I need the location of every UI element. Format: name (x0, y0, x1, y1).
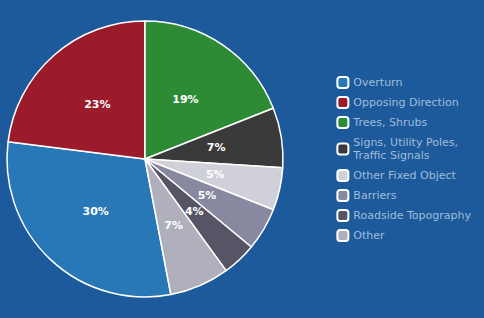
svg-text:23%: 23% (84, 98, 110, 111)
svg-text:Signs, Utility Poles,: Signs, Utility Poles, (353, 136, 458, 149)
svg-text:7%: 7% (207, 141, 226, 154)
svg-text:19%: 19% (172, 93, 198, 106)
svg-text:Other Fixed Object: Other Fixed Object (353, 169, 456, 182)
svg-text:7%: 7% (164, 219, 183, 232)
svg-text:30%: 30% (83, 205, 109, 218)
svg-text:Roadside Topography: Roadside Topography (353, 209, 471, 222)
svg-text:Traffic Signals: Traffic Signals (352, 149, 429, 162)
svg-text:Overturn: Overturn (353, 76, 402, 89)
svg-text:Trees, Shrubs: Trees, Shrubs (352, 116, 427, 129)
svg-text:5%: 5% (198, 189, 217, 202)
svg-text:Opposing Direction: Opposing Direction (353, 96, 458, 109)
svg-text:4%: 4% (185, 205, 204, 218)
svg-text:5%: 5% (206, 168, 225, 181)
svg-text:Barriers: Barriers (353, 189, 396, 202)
svg-text:Other: Other (353, 229, 385, 242)
